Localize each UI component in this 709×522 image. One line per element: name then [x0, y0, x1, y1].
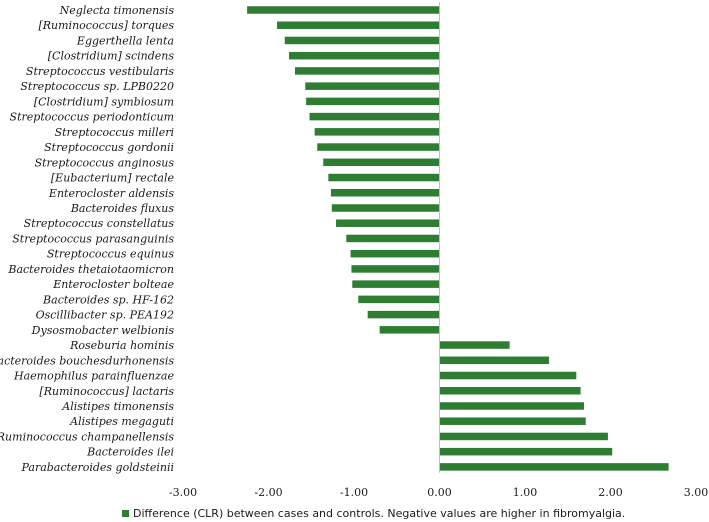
category-label: Roseburia hominis: [69, 339, 174, 352]
bar: [379, 326, 440, 334]
bar: [247, 6, 440, 14]
category-label: [Ruminococcus] torques: [38, 19, 174, 32]
bar: [317, 143, 440, 151]
bar: [346, 234, 440, 243]
x-tick-label: 2.00: [598, 486, 623, 499]
category-label: Parabacteroides goldsteinii: [20, 461, 174, 474]
bar: [330, 189, 440, 197]
category-label: Streptococcus anginosus: [35, 156, 175, 169]
category-label: Streptococcus parasanguinis: [12, 232, 174, 245]
category-labels: Neglecta timonensis [Ruminococcus] torque…: [0, 4, 174, 474]
bar: [306, 97, 440, 106]
x-tick-label: 0.00: [427, 486, 452, 499]
category-label: Streptococcus periodonticum: [10, 111, 174, 124]
category-label: Bacteroides sp. HF-162: [42, 293, 174, 306]
bar: [289, 51, 440, 60]
legend: Difference (CLR) between cases and contr…: [122, 507, 625, 520]
bar: [295, 67, 440, 75]
bar: [439, 463, 669, 471]
x-tick-label: 1.00: [513, 486, 538, 499]
category-label: Streptococcus constellatus: [24, 217, 175, 230]
bar: [352, 280, 440, 288]
bar: [328, 173, 440, 182]
category-label: Neglecta timonensis: [59, 4, 175, 17]
bar: [358, 295, 440, 304]
category-label: Alistipes megaguti: [69, 415, 174, 428]
bar: [284, 36, 440, 45]
category-label: Bacteroides fluxus: [70, 202, 175, 215]
bar: [439, 371, 577, 380]
bar: [439, 341, 510, 349]
category-label: Streptococcus sp. LPB0220: [20, 80, 174, 93]
bars-group: [247, 6, 669, 471]
category-label: Enterocloster aldensis: [48, 187, 174, 200]
bar: [277, 21, 440, 29]
bar: [367, 310, 440, 319]
category-label: Eggerthella lenta: [76, 34, 174, 47]
bar: [323, 158, 440, 167]
bar: [439, 356, 549, 365]
x-tick-label: -2.00: [254, 486, 282, 499]
category-label: Enterocloster bolteae: [52, 278, 174, 291]
category-label: Streptococcus vestibularis: [26, 65, 174, 78]
x-tick-labels: -3.00 -2.00 -1.00 0.00 1.00 2.00 3.00: [169, 486, 708, 499]
bar: [439, 402, 584, 410]
category-label: Streptococcus milleri: [55, 126, 174, 139]
bar: [309, 112, 440, 121]
bar: [331, 204, 440, 212]
bar: [336, 219, 440, 227]
category-label: [Eubacterium] rectale: [51, 172, 175, 185]
bar: [305, 82, 440, 90]
category-label: Alistipes timonensis: [61, 400, 174, 413]
category-label: Haemophilus parainfluenzae: [13, 370, 174, 383]
legend-swatch: [122, 510, 129, 517]
x-tick-label: 3.00: [684, 486, 709, 499]
category-label: [Clostridium] symbiosum: [34, 95, 174, 108]
bar: [439, 387, 581, 395]
category-label: Bacteroides thetaiotaomicron: [7, 263, 174, 276]
bar: [314, 128, 440, 136]
category-label: Dysosmobacter welbionis: [31, 324, 175, 337]
bar: [439, 447, 613, 456]
legend-label: Difference (CLR) between cases and contr…: [133, 507, 625, 520]
bar: [439, 417, 586, 425]
category-label: Streptococcus gordonii: [44, 141, 174, 154]
x-tick-label: -3.00: [169, 486, 197, 499]
bar: [350, 249, 440, 258]
bar: [439, 432, 608, 441]
bar: [351, 265, 440, 273]
category-label: [Ruminococcus] lactaris: [39, 385, 174, 398]
category-label: Oscillibacter sp. PEA192: [36, 309, 174, 322]
category-label: Bacteroides ilei: [86, 446, 174, 459]
category-label: Streptococcus equinus: [47, 248, 174, 261]
x-tick-label: -1.00: [340, 486, 368, 499]
category-label: Ruminococcus champanellensis: [0, 430, 174, 443]
category-label: [Clostridium] scindens: [48, 50, 175, 63]
category-label: Bacteroides bouchesdurhonensis: [0, 354, 174, 367]
